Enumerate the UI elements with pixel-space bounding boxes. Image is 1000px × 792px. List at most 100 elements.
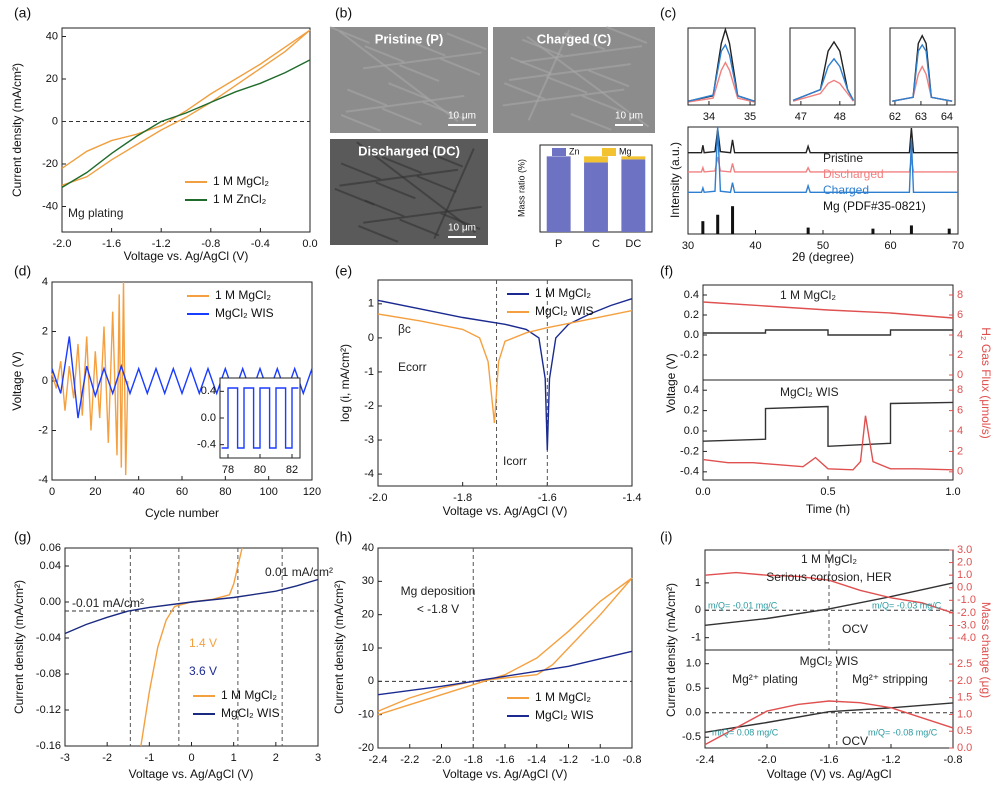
bar-segment	[584, 162, 608, 232]
series-line	[702, 401, 954, 448]
texture	[606, 26, 648, 44]
texture	[358, 224, 399, 243]
texture	[364, 45, 405, 63]
x-tick-label: -1.2	[882, 754, 901, 766]
y-tick-label: -4	[364, 468, 374, 480]
x-tick-label: -1.2	[152, 238, 171, 250]
x-tick-label: 0.5	[820, 486, 835, 498]
legend-label: 1 M MgCl₂	[221, 688, 277, 702]
y-tick-label: 0.2	[684, 309, 699, 321]
y-tick-label: 0.5	[686, 682, 701, 694]
x-tick-label: 60	[176, 486, 188, 498]
legend-label: Mg	[619, 146, 632, 156]
x-tick-label: -1.2	[559, 754, 578, 766]
texture	[416, 175, 457, 193]
y2-tick-label: 8	[957, 289, 963, 301]
x-axis-label: Voltage vs. Ag/AgCl (V)	[129, 767, 254, 781]
annotation: m/Q= -0.08 mg/C	[868, 727, 938, 737]
x-tick-label: 78	[222, 464, 234, 476]
panel-label: (b)	[335, 5, 352, 21]
x-tick-label: 62	[889, 111, 901, 123]
texture	[563, 32, 606, 51]
x-tick-label: -1.6	[496, 754, 515, 766]
y-tick-label: 20	[362, 609, 374, 621]
y-tick-label: 40	[46, 30, 58, 42]
texture	[363, 205, 482, 224]
x-tick-label: -2.2	[400, 754, 419, 766]
x-tick-label: 48	[834, 111, 846, 123]
y-tick-label: -0.16	[36, 740, 61, 752]
series-label: Mg (PDF#35-0821)	[823, 199, 926, 213]
y-tick-label: 2	[42, 325, 48, 337]
scale-label: 10 μm	[448, 111, 476, 122]
x-tick-label: -2.0	[432, 754, 451, 766]
y-tick-label: -1	[364, 366, 374, 378]
y-tick-label: 0	[42, 375, 48, 387]
panel-label: (c)	[660, 5, 676, 21]
reference-stick	[731, 206, 735, 234]
texture	[399, 64, 440, 82]
legend-label: 1 M ZnCl₂	[213, 192, 267, 206]
x-axis-label: Voltage vs. Ag/AgCl (V)	[443, 767, 568, 781]
y-axis-label: Current density (mA/cm²)	[332, 580, 346, 714]
reference-stick	[871, 228, 875, 234]
panel-label: (f)	[660, 263, 673, 279]
texture	[338, 30, 459, 123]
y2-tick-label: 2	[957, 349, 963, 361]
reference-stick	[806, 227, 810, 234]
y2-tick-label: 0.0	[957, 742, 972, 754]
texture	[440, 57, 481, 76]
y-tick-label: -10	[358, 709, 374, 721]
y2-tick-label: 2.0	[957, 556, 972, 568]
x-tick-label: 63	[915, 111, 927, 123]
y-tick-label: 1	[695, 577, 701, 589]
x-tick-label: 64	[941, 111, 953, 123]
y2-tick-label: 3.0	[957, 544, 972, 556]
texture	[381, 156, 423, 174]
texture	[388, 82, 429, 101]
y2-tick-label: 1.5	[957, 692, 972, 704]
y-tick-label: 0.04	[40, 560, 61, 572]
texture	[422, 149, 464, 168]
legend-label: MgCl₂ WIS	[215, 306, 274, 320]
series-line	[704, 702, 954, 733]
y-tick-label: -0.12	[36, 704, 61, 716]
series-line	[51, 281, 129, 476]
series-line	[688, 126, 958, 194]
annotation: Icorr	[503, 454, 527, 468]
y-tick-label: 0	[368, 675, 374, 687]
texture	[570, 112, 612, 131]
annotation: Mg²⁺ plating	[732, 672, 798, 686]
series-line	[688, 43, 755, 102]
texture	[503, 82, 546, 101]
x-tick-label: -3	[60, 752, 70, 764]
annotation: m/Q= -0.01 mg/C	[708, 600, 778, 610]
x-axis-label: Voltage vs. Ag/AgCl (V)	[124, 249, 249, 263]
x-tick-label: 30	[682, 240, 694, 252]
y-tick-label: 0.2	[684, 405, 699, 417]
x-tick-label: 40	[133, 486, 145, 498]
x-tick-label: 35	[744, 111, 756, 123]
annotation: 1.4 V	[189, 636, 217, 650]
annotation: Ecorr	[398, 360, 427, 374]
y-tick-label: 1	[368, 298, 374, 310]
annotation: 3.6 V	[189, 664, 217, 678]
y2-tick-label: 4	[957, 329, 963, 341]
scale-label: 10 μm	[615, 111, 643, 122]
texture	[510, 56, 552, 75]
x-tick-label: -1.4	[623, 492, 642, 504]
y-tick-label: -4	[38, 474, 48, 486]
y-tick-label: 4	[42, 276, 48, 288]
series-line	[221, 387, 299, 449]
series-line	[892, 43, 953, 102]
y-tick-label: -40	[42, 200, 58, 212]
texture	[363, 51, 482, 70]
texture	[509, 63, 631, 81]
y-tick-label: -3	[364, 434, 374, 446]
texture	[381, 107, 423, 126]
y2-tick-label: 4	[957, 425, 963, 437]
bar-segment	[584, 156, 608, 163]
series-line	[792, 57, 855, 102]
y-tick-label: -0.5	[682, 731, 701, 743]
x-axis-label: Voltage (V) vs. Ag/AgCl	[767, 767, 892, 781]
